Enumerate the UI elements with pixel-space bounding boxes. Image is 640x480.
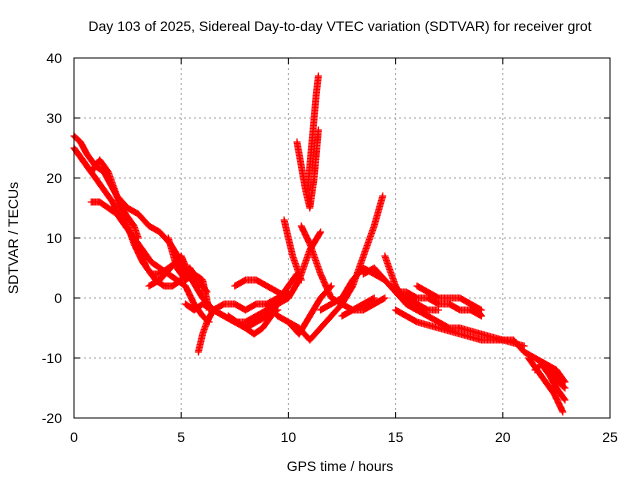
x-tick-label: 10 — [281, 429, 297, 445]
y-tick-label: 30 — [46, 110, 62, 126]
series-markers — [145, 252, 249, 326]
axis-ticks: 0 5 10 15 20 25 -20 -10 0 10 20 30 40 — [42, 50, 618, 445]
x-tick-label: 5 — [177, 429, 185, 445]
x-tick-label: 20 — [495, 429, 511, 445]
series-markers — [304, 72, 322, 194]
y-tick-label: 0 — [54, 290, 62, 306]
series-arc-4 — [87, 198, 213, 326]
series-arc-31 — [542, 360, 569, 392]
series-arc-17 — [304, 72, 322, 194]
y-tick-label: -20 — [42, 410, 62, 426]
y-tick-label: 40 — [46, 50, 62, 66]
series-markers — [531, 360, 569, 404]
x-tick-label: 15 — [388, 429, 404, 445]
series-arc-9 — [194, 306, 217, 356]
series-arc-6 — [145, 252, 249, 326]
series-layer — [70, 72, 569, 416]
series-arc-27 — [467, 306, 485, 320]
series-markers — [467, 306, 485, 320]
series-markers — [542, 360, 569, 392]
series-markers — [280, 216, 305, 284]
series-markers — [70, 132, 142, 242]
series-arc-12 — [231, 276, 292, 302]
series-arc-1 — [70, 132, 142, 242]
series-markers — [231, 276, 292, 302]
series-arc-7 — [164, 234, 213, 314]
series-arc-21 — [338, 294, 389, 320]
x-tick-label: 25 — [602, 429, 618, 445]
series-markers — [164, 234, 213, 314]
y-tick-label: 10 — [46, 230, 62, 246]
x-tick-label: 0 — [70, 429, 78, 445]
series-markers — [87, 198, 213, 326]
chart-title: Day 103 of 2025, Sidereal Day-to-day VTE… — [88, 18, 591, 34]
series-markers — [194, 306, 217, 356]
grid — [74, 58, 610, 418]
y-tick-label: -10 — [42, 350, 62, 366]
x-axis-label: GPS time / hours — [287, 458, 394, 474]
series-markers — [413, 282, 485, 314]
series-arc-30 — [531, 360, 569, 404]
y-tick-label: 20 — [46, 170, 62, 186]
series-arc-15 — [280, 216, 305, 284]
y-axis-label: SDTVAR / TECUs — [5, 182, 21, 294]
series-arc-26 — [413, 282, 485, 314]
series-markers — [338, 294, 389, 320]
